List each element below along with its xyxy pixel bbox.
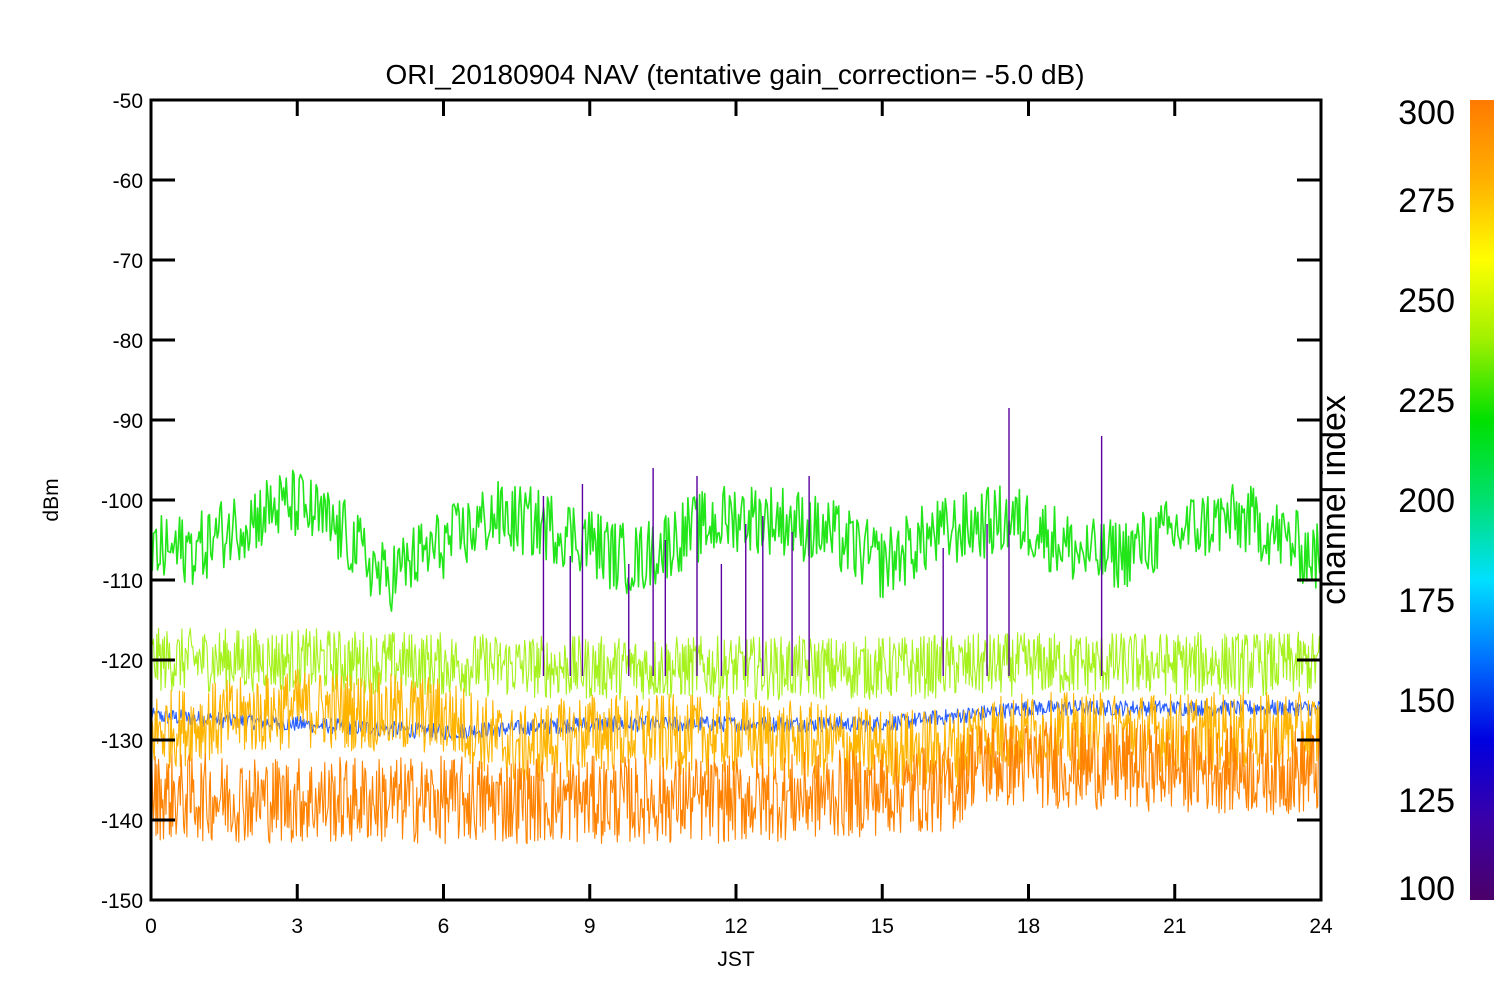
y-tick-label: -130 <box>101 730 143 753</box>
y-tick-label: -60 <box>113 170 143 193</box>
y-tick-label: -80 <box>113 330 143 353</box>
x-tick-label: 12 <box>724 915 747 938</box>
colorbar-tick-label: 125 <box>1398 782 1455 820</box>
x-tick-label: 3 <box>291 915 303 938</box>
colorbar-tick-label: 250 <box>1398 282 1455 320</box>
y-tick-label: -120 <box>101 650 143 673</box>
colorbar-tick-label: 200 <box>1398 482 1455 520</box>
series-line-1 <box>151 627 1321 701</box>
y-tick-label: -90 <box>113 410 143 433</box>
colorbar <box>1470 100 1494 900</box>
series-line-3 <box>151 721 1321 845</box>
plot-data <box>151 408 1321 845</box>
series-line-0 <box>151 469 1321 612</box>
colorbar-title: channel index <box>1315 395 1353 605</box>
x-tick-label: 21 <box>1163 915 1186 938</box>
y-tick-label: -110 <box>103 570 143 593</box>
colorbar-tick-label: 175 <box>1398 582 1455 620</box>
y-axis-label: dBm <box>40 478 63 521</box>
colorbar-tick-label: 300 <box>1398 94 1455 132</box>
colorbar-tick-label: 225 <box>1398 382 1455 420</box>
x-tick-label: 6 <box>438 915 450 938</box>
y-tick-label: -140 <box>101 810 143 833</box>
y-tick-label: -100 <box>101 490 143 513</box>
y-tick-label: -50 <box>113 90 143 113</box>
x-tick-label: 24 <box>1309 915 1333 938</box>
x-tick-label: 18 <box>1017 915 1040 938</box>
colorbar-tick-label: 150 <box>1398 682 1455 720</box>
colorbar-tick-label: 100 <box>1398 870 1455 908</box>
x-tick-label: 0 <box>145 915 157 938</box>
colorbar-ticks: 100 125 150 175 200 225 250 275 300 <box>1398 94 1455 908</box>
colorbar-tick-label: 275 <box>1398 182 1455 220</box>
x-tick-label: 9 <box>584 915 596 938</box>
axis-ticks: 0 3 6 9 12 15 18 21 24 -50 -60 -70 -80 -90 -100 -110 -12… <box>101 90 1333 938</box>
y-tick-label: -150 <box>101 890 143 913</box>
x-tick-label: 15 <box>871 915 894 938</box>
chart-title: ORI_20180904 NAV (tentative gain_correct… <box>385 59 1084 90</box>
y-tick-label: -70 <box>113 250 143 273</box>
x-axis-label: JST <box>717 948 755 971</box>
